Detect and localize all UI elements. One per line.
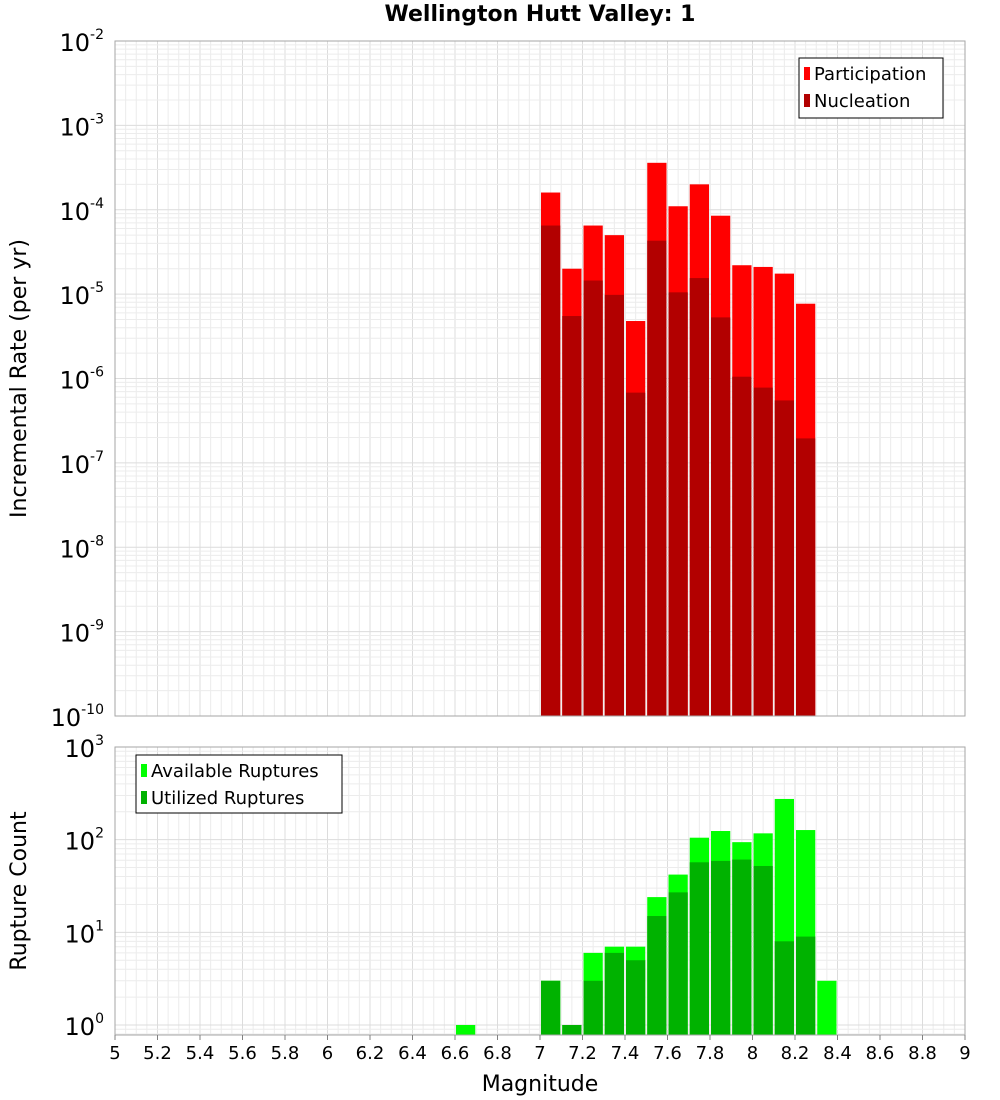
- bar-front-utilized-ruptures: [626, 960, 646, 1035]
- x-tick-label: 8.4: [823, 1043, 852, 1064]
- x-tick-label: 7.4: [611, 1043, 640, 1064]
- bar-front-nucleation: [626, 392, 646, 716]
- legend-swatch: [804, 94, 810, 107]
- x-tick-label: 6.8: [483, 1043, 512, 1064]
- y-tick-label: 10-8: [59, 533, 104, 563]
- y-axis-label: Incremental Rate (per yr): [7, 239, 32, 518]
- bar-front-utilized-ruptures: [604, 952, 624, 1035]
- bar-front-utilized-ruptures: [668, 892, 688, 1035]
- legend-label: Nucleation: [814, 91, 910, 112]
- x-tick-label: 5.4: [186, 1043, 215, 1064]
- x-tick-label: 8.2: [781, 1043, 810, 1064]
- y-tick-label: 10-5: [59, 280, 104, 310]
- y-tick-label: 10-4: [59, 196, 104, 226]
- x-tick-label: 6.6: [441, 1043, 470, 1064]
- x-tick-label: 7: [534, 1043, 545, 1064]
- bar-front-utilized-ruptures: [796, 936, 816, 1035]
- x-tick-label: 9: [959, 1043, 970, 1064]
- bar-front-nucleation: [541, 225, 561, 716]
- bar-front-utilized-ruptures: [732, 859, 752, 1035]
- x-tick-label: 8.8: [908, 1043, 937, 1064]
- bar-front-nucleation: [668, 292, 688, 716]
- x-axis-label: Magnitude: [482, 1072, 599, 1097]
- bar-front-nucleation: [711, 317, 731, 716]
- x-tick-label: 5.2: [143, 1043, 172, 1064]
- bar-front-utilized-ruptures: [541, 980, 561, 1035]
- x-tick-label: 7.2: [568, 1043, 597, 1064]
- bar-front-utilized-ruptures: [689, 862, 709, 1035]
- legend-box: [798, 57, 944, 119]
- x-tick-label: 6.2: [356, 1043, 385, 1064]
- bar-front-nucleation: [562, 316, 582, 716]
- panel-2: 100 101 102 103 Rupture Count Available Ruptu…: [7, 733, 966, 1041]
- bar-available-ruptures: [817, 980, 837, 1035]
- y-tick-label: 10-7: [59, 449, 104, 479]
- bar-front-utilized-ruptures: [774, 941, 794, 1035]
- bar-front-nucleation: [604, 294, 624, 716]
- x-tick-label: 5: [109, 1043, 120, 1064]
- x-tick-label: 6: [322, 1043, 333, 1064]
- y-tick-label: 10-3: [59, 111, 104, 141]
- y-tick-label: 102: [65, 826, 104, 856]
- bar-front-utilized-ruptures: [711, 860, 731, 1035]
- bar-front-nucleation: [796, 438, 816, 716]
- legend-label: Participation: [814, 64, 926, 85]
- x-tick-label: 6.4: [398, 1043, 427, 1064]
- legend-box: [135, 754, 343, 814]
- plot-frame: [114, 40, 966, 717]
- bar-front-utilized-ruptures: [753, 865, 773, 1035]
- legend-swatch: [804, 67, 810, 80]
- bar-front-utilized-ruptures: [562, 1025, 582, 1035]
- bar-front-nucleation: [753, 387, 773, 716]
- x-tick-label: 7.8: [696, 1043, 725, 1064]
- bar-front-nucleation: [732, 376, 752, 716]
- y-tick-label: 10-6: [59, 365, 104, 395]
- bar-front-utilized-ruptures: [647, 916, 667, 1035]
- bar-front-utilized-ruptures: [583, 980, 603, 1035]
- x-tick-label: 8.6: [866, 1043, 895, 1064]
- y-tick-label: 103: [65, 733, 104, 763]
- panel-1: 10-10 10-9 10-8 10-7 10-6 10-5 10-4 10-3 10-2 Inc…: [7, 27, 966, 732]
- x-tick-label: 7.6: [653, 1043, 682, 1064]
- x-tick-label: 8: [747, 1043, 758, 1064]
- bar-front-nucleation: [689, 278, 709, 716]
- x-tick-label: 5.6: [228, 1043, 257, 1064]
- legend-swatch: [141, 764, 147, 777]
- y-tick-label: 10-2: [59, 27, 104, 57]
- y-tick-label: 100: [65, 1011, 104, 1041]
- y-tick-label: 10-10: [51, 702, 104, 732]
- y-tick-label: 101: [65, 918, 104, 948]
- x-tick-label: 5.8: [271, 1043, 300, 1064]
- y-tick-label: 10-9: [59, 618, 104, 648]
- chart-title: Wellington Hutt Valley: 1: [384, 2, 696, 27]
- legend-label: Available Ruptures: [151, 761, 319, 782]
- bar-available-ruptures: [456, 1025, 476, 1035]
- legend-swatch: [141, 791, 147, 804]
- bar-front-nucleation: [774, 400, 794, 716]
- bar-front-nucleation: [583, 280, 603, 716]
- bar-front-nucleation: [647, 240, 667, 717]
- legend-label: Utilized Ruptures: [151, 788, 304, 809]
- y-axis-label: Rupture Count: [7, 811, 32, 971]
